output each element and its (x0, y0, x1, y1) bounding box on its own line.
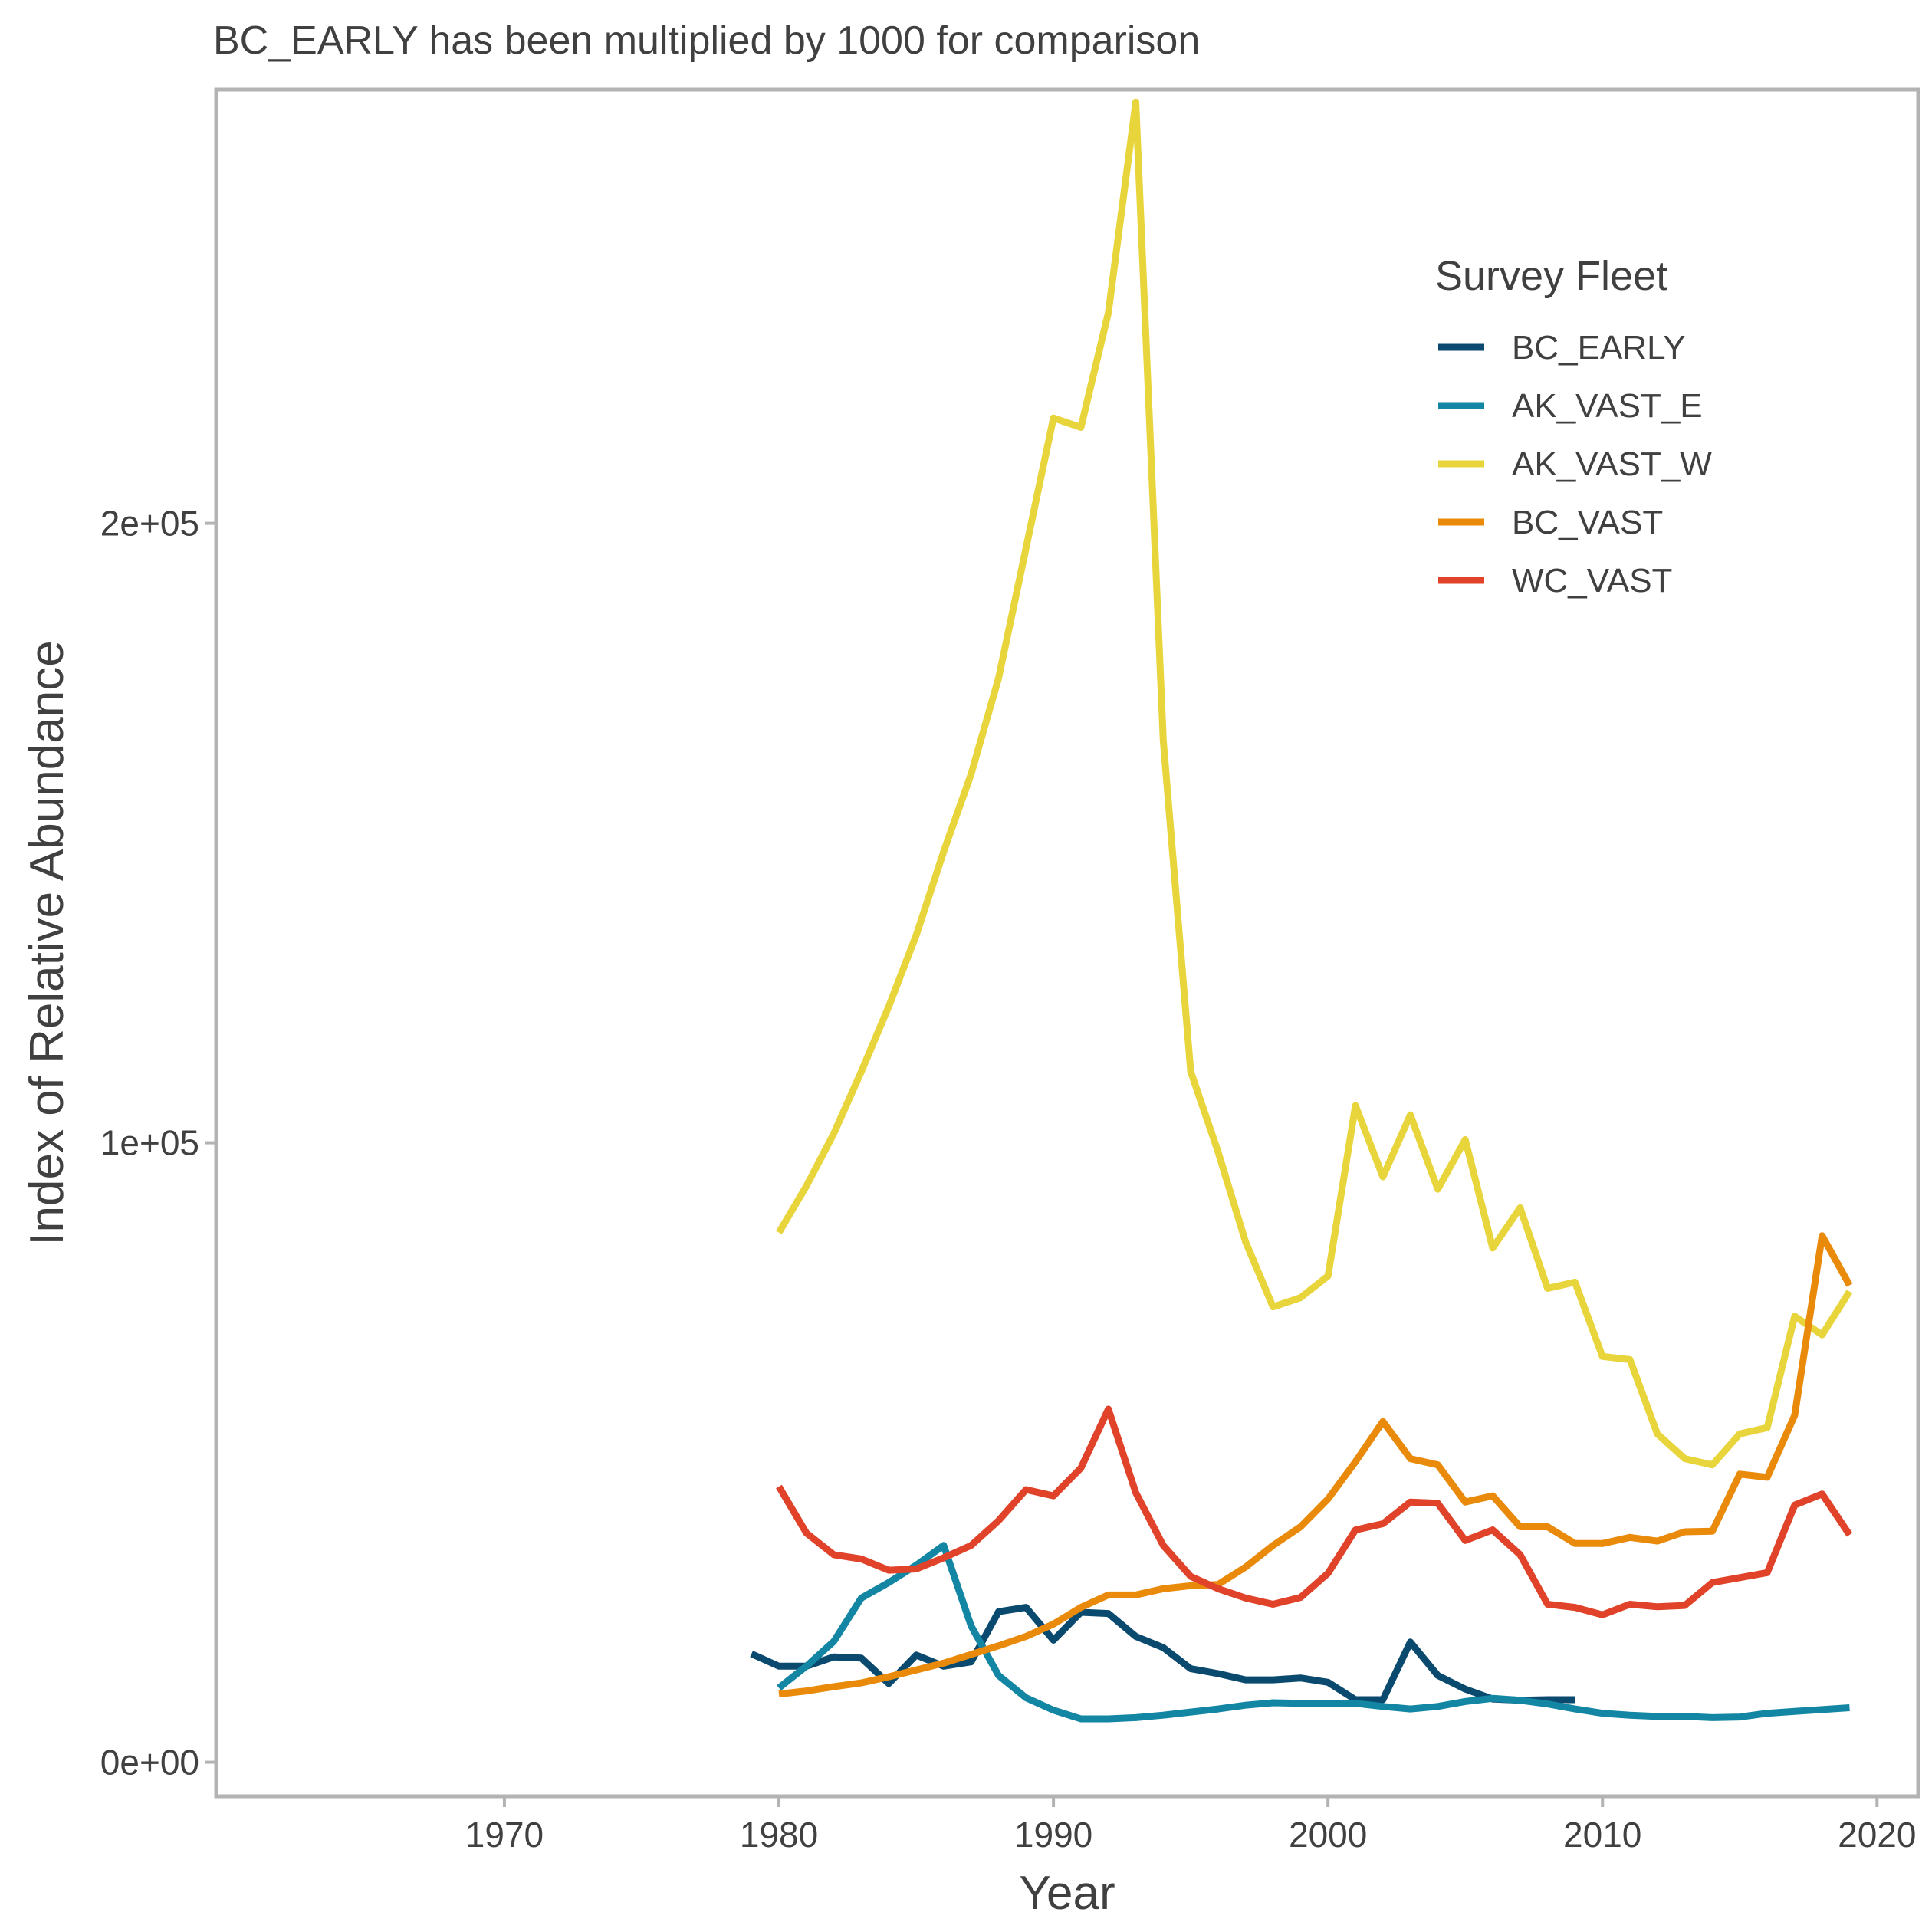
series-line-ak-vast-w (776, 98, 1853, 1469)
legend-title: Survey Fleet (1435, 253, 1668, 299)
series-line-wc-vast (776, 1405, 1853, 1618)
x-axis-title: Year (1019, 1867, 1115, 1920)
y-tick-label: 2e+05 (100, 504, 199, 544)
legend-item: BC_EARLY (1438, 329, 1686, 366)
x-tick-label: 2020 (1838, 1815, 1916, 1855)
legend-label: BC_VAST (1512, 504, 1663, 541)
legend: Survey Fleet BC_EARLY AK_VAST_E AK_VAST_W B… (1435, 253, 1712, 600)
legend-item: WC_VAST (1438, 562, 1672, 600)
y-tick-label: 0e+00 (100, 1743, 199, 1783)
x-tick-label: 1970 (465, 1815, 544, 1855)
y-axis-title: Index of Relative Abundance (21, 640, 74, 1245)
series-line-ak-vast-e (777, 1542, 1850, 1723)
series-line-bc-early (750, 1604, 1576, 1704)
chart-subtitle: BC_EARLY has been multiplied by 1000 for… (213, 18, 1200, 63)
legend-item: BC_VAST (1438, 504, 1663, 541)
series-layer (750, 98, 1853, 1723)
x-axis: 1970 1980 1990 2000 2010 2020 (465, 1796, 1916, 1855)
legend-item: AK_VAST_E (1438, 387, 1703, 425)
legend-label: AK_VAST_E (1512, 387, 1703, 425)
x-tick-label: 1990 (1014, 1815, 1092, 1855)
y-axis: 0e+00 1e+05 2e+05 (100, 504, 216, 1783)
plot-panel (214, 87, 1921, 1799)
x-tick-label: 1980 (740, 1815, 818, 1855)
series-line-bc-vast (778, 1232, 1853, 1698)
legend-item: AK_VAST_W (1438, 445, 1712, 483)
legend-label: BC_EARLY (1512, 329, 1686, 366)
x-tick-label: 2000 (1289, 1815, 1367, 1855)
y-tick-label: 1e+05 (100, 1123, 199, 1163)
legend-label: AK_VAST_W (1512, 445, 1712, 483)
legend-label: WC_VAST (1512, 562, 1672, 600)
x-tick-label: 2010 (1563, 1815, 1641, 1855)
